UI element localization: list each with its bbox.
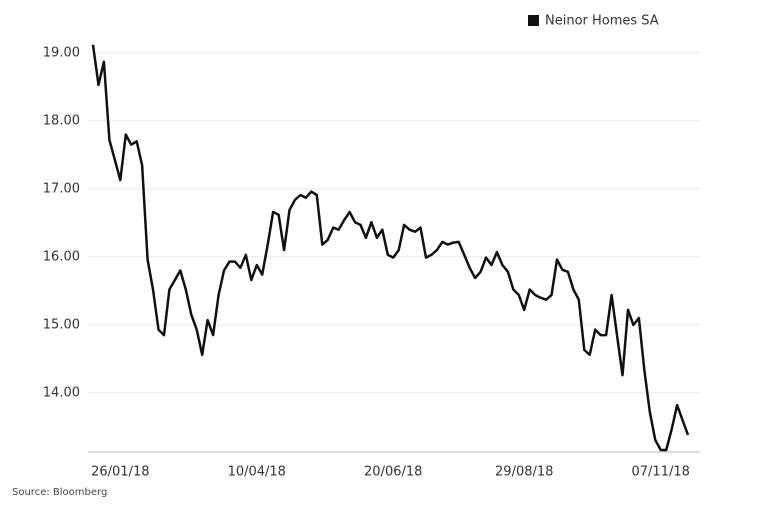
legend-label: Neinor Homes SA [545, 14, 659, 29]
source-note: Source: Bloomberg [12, 487, 107, 498]
y-tick-label: 16.00 [43, 249, 80, 264]
x-tick-label: 26/01/18 [91, 465, 149, 480]
x-tick-label: 07/11/18 [632, 465, 690, 480]
x-tick-label: 20/06/18 [364, 465, 422, 480]
y-tick-label: 14.00 [43, 385, 80, 400]
price-line [91, 44, 690, 452]
y-tick-label: 18.00 [43, 113, 80, 128]
y-tick-label: 17.00 [43, 181, 80, 196]
x-tick-label: 10/04/18 [228, 465, 286, 480]
x-tick-label: 29/08/18 [495, 465, 553, 480]
legend-swatch [528, 15, 539, 26]
y-tick-label: 19.00 [43, 45, 80, 60]
y-tick-label: 15.00 [43, 317, 80, 332]
